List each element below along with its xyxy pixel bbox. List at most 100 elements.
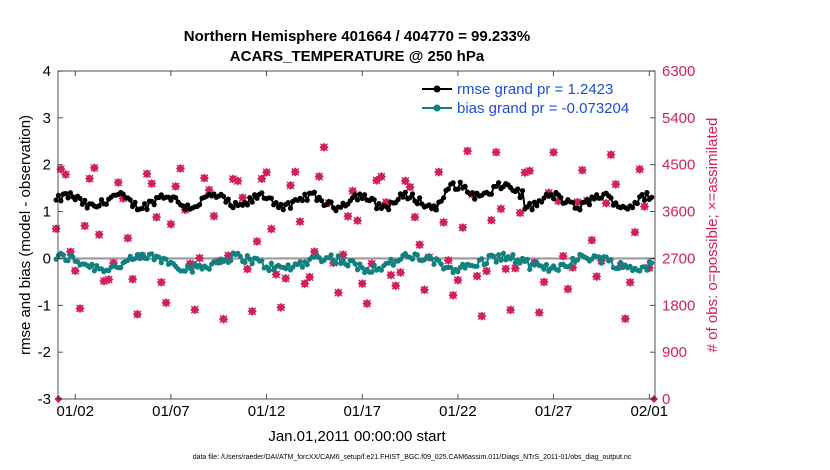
rmse-point: [311, 189, 317, 195]
bias-point: [89, 261, 95, 267]
obs-assimilated-marker: [157, 278, 166, 287]
rmse-point: [541, 195, 547, 201]
rmse-point: [629, 205, 636, 211]
rmse-point: [450, 180, 456, 186]
rmse-point: [517, 194, 523, 201]
bias-point: [352, 261, 358, 267]
data-file-footnote: data file: /Users/raeder/DAI/ATM_forcXX/…: [193, 454, 632, 461]
bias-point: [491, 253, 497, 259]
x-tick-label: 01/22: [439, 403, 477, 420]
bias-point: [91, 268, 97, 274]
bias-point: [266, 267, 272, 274]
bias-point: [603, 254, 609, 260]
obs-count-series: [51, 142, 659, 403]
obs-assimilated-marker: [104, 275, 113, 284]
obs-assimilated-marker: [363, 299, 372, 308]
bias-point: [125, 257, 131, 263]
obs-assimilated-marker: [248, 307, 257, 316]
rmse-point: [96, 203, 102, 209]
x-tick-label: 02/01: [630, 403, 668, 420]
obs-assimilated-marker: [267, 224, 276, 233]
obs-assimilated-marker: [473, 272, 482, 281]
obs-assimilated-marker: [80, 221, 89, 230]
rmse-point: [527, 200, 533, 206]
y-left-tick-label: 2: [43, 157, 51, 174]
obs-assimilated-marker: [253, 237, 261, 246]
bias-point: [132, 256, 138, 262]
bias-point: [249, 261, 255, 267]
obs-assimilated-marker: [319, 143, 328, 152]
bias-point: [637, 268, 643, 274]
obs-assimilated-marker: [420, 285, 429, 294]
bias-point: [438, 261, 444, 267]
y-right-tick-label: 2700: [662, 250, 695, 267]
rmse-point: [362, 192, 368, 198]
obs-assimilated-marker: [549, 148, 558, 157]
obs-assimilated-marker: [171, 182, 180, 191]
legend-bias-label: bias grand pr = -0.073204: [457, 100, 629, 117]
obs-assimilated-marker: [276, 303, 285, 312]
rmse-point: [254, 195, 260, 201]
y-right-tick-label: 0: [662, 391, 670, 408]
legend: rmse grand pr = 1.2423 bias grand pr = -…: [422, 81, 629, 117]
obs-assimilated-marker: [434, 168, 443, 177]
obs-assimilated-marker: [296, 217, 305, 226]
bias-point: [474, 263, 480, 269]
obs-assimilated-marker: [415, 240, 424, 249]
rmse-point: [374, 206, 380, 212]
y-right-tick-label: 900: [662, 344, 687, 361]
rmse-point: [127, 197, 133, 203]
bias-point: [259, 258, 265, 264]
rmse-point: [644, 190, 650, 196]
rmse-point: [462, 183, 468, 189]
rmse-point: [409, 191, 416, 197]
bias-point: [53, 256, 59, 262]
rmse-point: [613, 200, 619, 206]
bias-point: [388, 256, 394, 262]
obs-assimilated-marker: [262, 168, 271, 177]
bias-point: [333, 260, 339, 266]
rmse-point: [634, 201, 640, 207]
bias-point: [543, 261, 550, 268]
bias-point: [283, 266, 289, 272]
obs-assimilated-marker: [410, 213, 419, 222]
rmse-point: [103, 201, 109, 207]
rmse-point: [142, 201, 148, 207]
bias-point: [297, 259, 303, 265]
obs-assimilated-marker: [391, 281, 400, 290]
bias-point: [328, 252, 334, 258]
bias-point: [555, 267, 562, 273]
obs-assimilated-marker: [200, 174, 209, 183]
rmse-point: [586, 202, 593, 208]
bias-point: [139, 251, 145, 257]
rmse-point: [259, 190, 265, 196]
rmse-point: [302, 191, 308, 197]
obs-assimilated-marker: [396, 268, 405, 277]
y-right-tick-label: 4500: [662, 157, 695, 174]
bias-point: [567, 262, 573, 269]
obs-assimilated-marker: [525, 166, 534, 175]
rmse-point: [371, 197, 377, 203]
x-tick-label: 01/17: [343, 403, 381, 420]
rmse-point: [359, 195, 365, 202]
obs-assimilated-marker: [377, 172, 386, 181]
obs-assimilated-marker: [602, 199, 611, 208]
bias-point: [517, 260, 523, 266]
y-right-tick-label: 1800: [662, 297, 695, 314]
rmse-point: [407, 195, 413, 201]
rmse-point: [151, 202, 157, 208]
rmse-point: [182, 206, 188, 212]
bias-point: [627, 263, 633, 269]
bias-point: [247, 256, 253, 262]
legend-rmse-label: rmse grand pr = 1.2423: [457, 81, 613, 98]
rmse-point: [558, 195, 564, 201]
rmse-point: [591, 196, 597, 202]
rmse-point: [185, 202, 191, 208]
rmse-point: [98, 197, 105, 203]
rmse-point: [139, 205, 145, 211]
rmse-point: [352, 192, 358, 198]
plot-area: [58, 71, 655, 399]
bias-point: [510, 252, 516, 258]
obs-assimilated-marker: [626, 278, 635, 287]
rmse-point: [519, 188, 526, 194]
